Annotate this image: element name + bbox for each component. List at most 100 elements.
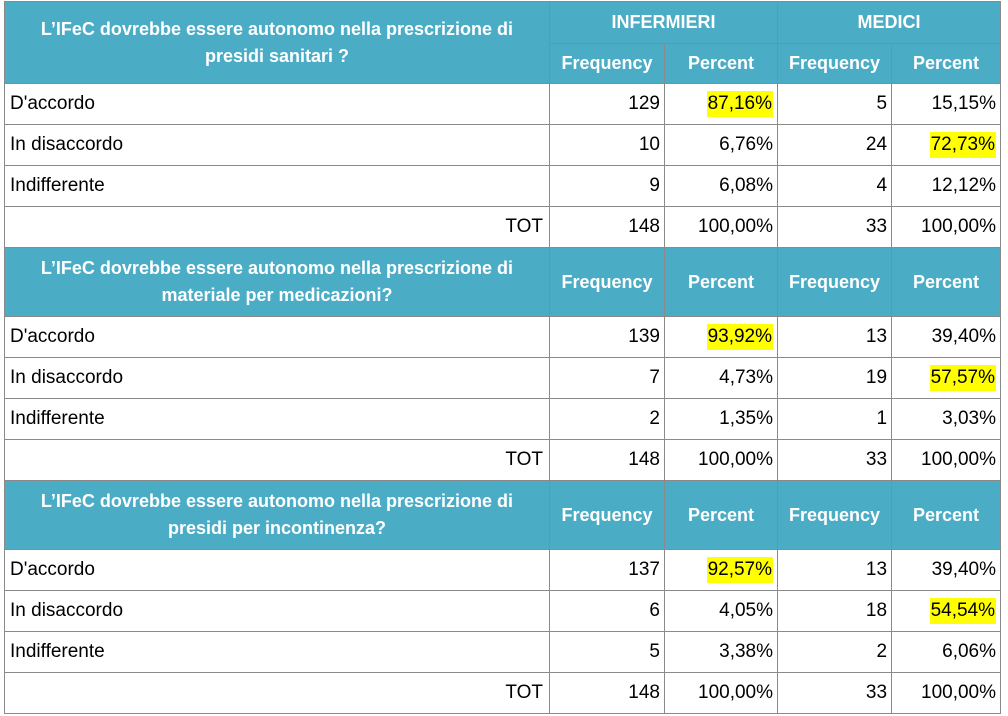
total-med-freq: 33: [777, 206, 893, 248]
column-header-percent: Percent: [891, 480, 1002, 550]
table-row: D'accordo 137 92,57% 13 39,40%: [4, 549, 1002, 591]
highlighted-value: 54,54%: [929, 598, 997, 624]
total-inf-pct: 100,00%: [663, 439, 779, 481]
table-row: In disaccordo 7 4,73% 19 57,57%: [4, 357, 1002, 399]
cell-med-pct: 57,57%: [891, 357, 1002, 399]
row-label: In disaccordo: [4, 357, 550, 399]
section-header-row: L’IFeC dovrebbe essere autonomo nella pr…: [4, 247, 1002, 317]
row-label: In disaccordo: [4, 590, 550, 632]
cell-med-freq: 5: [777, 83, 893, 125]
header-row-groups: L’IFeC dovrebbe essere autonomo nella pr…: [4, 1, 1002, 84]
highlighted-value: 72,73%: [929, 132, 997, 158]
question-header: L’IFeC dovrebbe essere autonomo nella pr…: [4, 1, 550, 84]
row-label: D'accordo: [4, 549, 550, 591]
survey-table-container: L’IFeC dovrebbe essere autonomo nella pr…: [4, 1, 1002, 714]
total-inf-freq: 148: [549, 672, 665, 714]
cell-inf-pct: 3,38%: [663, 631, 779, 673]
table-row: D'accordo 129 87,16% 5 15,15%: [4, 83, 1002, 125]
highlighted-value: 57,57%: [929, 365, 997, 391]
column-header-percent: Percent: [663, 247, 779, 317]
row-label: Indifferente: [4, 165, 550, 207]
cell-inf-freq: 5: [549, 631, 665, 673]
total-med-pct: 100,00%: [891, 672, 1002, 714]
total-row: TOT 148 100,00% 33 100,00%: [4, 672, 1002, 714]
survey-table: L’IFeC dovrebbe essere autonomo nella pr…: [4, 1, 1002, 714]
column-header-percent: Percent: [663, 480, 779, 550]
table-row: Indifferente 5 3,38% 2 6,06%: [4, 631, 1002, 673]
row-label: D'accordo: [4, 316, 550, 358]
cell-med-pct: 6,06%: [891, 631, 1002, 673]
table-row: D'accordo 139 93,92% 13 39,40%: [4, 316, 1002, 358]
column-header-frequency: Frequency: [549, 480, 665, 550]
column-header-frequency: Frequency: [777, 247, 893, 317]
cell-med-pct: 39,40%: [891, 549, 1002, 591]
row-label: Indifferente: [4, 631, 550, 673]
column-header-frequency: Frequency: [777, 43, 893, 84]
cell-inf-freq: 2: [549, 398, 665, 440]
column-header-percent: Percent: [663, 43, 779, 84]
table-row: In disaccordo 10 6,76% 24 72,73%: [4, 124, 1002, 166]
section-header-row: L’IFeC dovrebbe essere autonomo nella pr…: [4, 480, 1002, 550]
question-header: L’IFeC dovrebbe essere autonomo nella pr…: [4, 247, 550, 317]
total-label: TOT: [4, 439, 550, 481]
cell-inf-freq: 6: [549, 590, 665, 632]
cell-inf-pct: 92,57%: [663, 549, 779, 591]
highlighted-value: 93,92%: [706, 324, 774, 350]
table-row: In disaccordo 6 4,05% 18 54,54%: [4, 590, 1002, 632]
row-label: Indifferente: [4, 398, 550, 440]
total-med-pct: 100,00%: [891, 206, 1002, 248]
group-header-medici: MEDICI: [777, 1, 1002, 44]
cell-inf-freq: 139: [549, 316, 665, 358]
cell-med-freq: 1: [777, 398, 893, 440]
cell-med-pct: 39,40%: [891, 316, 1002, 358]
cell-inf-pct: 4,05%: [663, 590, 779, 632]
cell-med-pct: 54,54%: [891, 590, 1002, 632]
cell-inf-pct: 4,73%: [663, 357, 779, 399]
cell-med-freq: 2: [777, 631, 893, 673]
cell-med-freq: 18: [777, 590, 893, 632]
cell-med-freq: 4: [777, 165, 893, 207]
total-med-freq: 33: [777, 672, 893, 714]
header-row-columns: Frequency Percent Frequency Percent: [5, 43, 1002, 84]
column-header-frequency: Frequency: [549, 43, 665, 84]
row-label: In disaccordo: [4, 124, 550, 166]
highlighted-value: 92,57%: [706, 557, 774, 583]
cell-inf-freq: 129: [549, 83, 665, 125]
group-header-infermieri: INFERMIERI: [548, 1, 779, 44]
total-inf-pct: 100,00%: [663, 206, 779, 248]
cell-inf-freq: 10: [549, 124, 665, 166]
cell-inf-pct: 87,16%: [663, 83, 779, 125]
cell-med-freq: 24: [777, 124, 893, 166]
cell-inf-freq: 7: [549, 357, 665, 399]
cell-inf-pct: 6,76%: [663, 124, 779, 166]
total-row: TOT 148 100,00% 33 100,00%: [4, 439, 1002, 481]
column-header-percent: Percent: [891, 43, 1002, 84]
cell-med-pct: 15,15%: [891, 83, 1002, 125]
column-header-frequency: Frequency: [777, 480, 893, 550]
cell-med-pct: 3,03%: [891, 398, 1002, 440]
total-inf-freq: 148: [549, 206, 665, 248]
cell-inf-pct: 1,35%: [663, 398, 779, 440]
cell-inf-pct: 6,08%: [663, 165, 779, 207]
highlighted-value: 87,16%: [706, 91, 774, 117]
column-header-percent: Percent: [891, 247, 1002, 317]
cell-med-freq: 13: [777, 549, 893, 591]
total-label: TOT: [4, 206, 550, 248]
cell-med-freq: 13: [777, 316, 893, 358]
total-label: TOT: [4, 672, 550, 714]
cell-med-freq: 19: [777, 357, 893, 399]
total-inf-pct: 100,00%: [663, 672, 779, 714]
total-row: TOT 148 100,00% 33 100,00%: [4, 206, 1002, 248]
row-label: D'accordo: [4, 83, 550, 125]
table-row: Indifferente 9 6,08% 4 12,12%: [4, 165, 1002, 207]
cell-inf-freq: 9: [549, 165, 665, 207]
cell-med-pct: 12,12%: [891, 165, 1002, 207]
cell-inf-freq: 137: [549, 549, 665, 591]
total-med-pct: 100,00%: [891, 439, 1002, 481]
cell-med-pct: 72,73%: [891, 124, 1002, 166]
table-row: Indifferente 2 1,35% 1 3,03%: [4, 398, 1002, 440]
cell-inf-pct: 93,92%: [663, 316, 779, 358]
total-med-freq: 33: [777, 439, 893, 481]
question-header: L’IFeC dovrebbe essere autonomo nella pr…: [4, 480, 550, 550]
column-header-frequency: Frequency: [549, 247, 665, 317]
